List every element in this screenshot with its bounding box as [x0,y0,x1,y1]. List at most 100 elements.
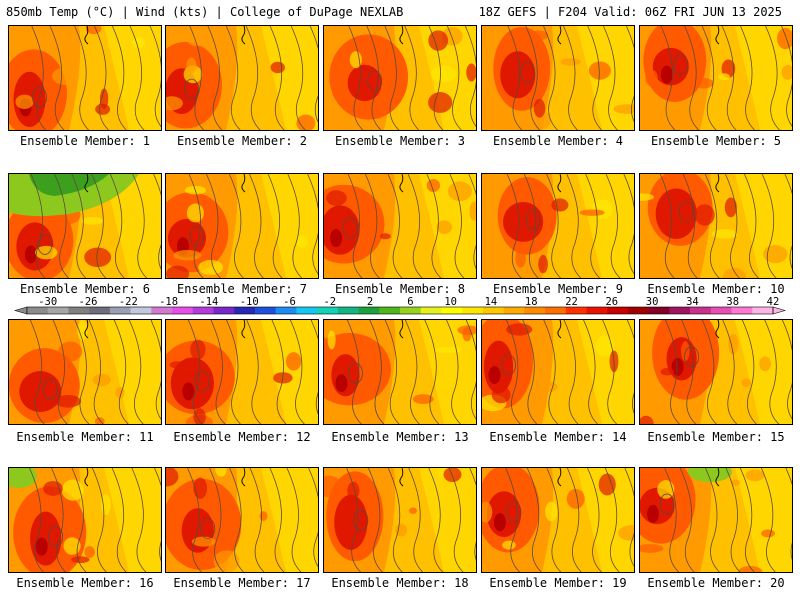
temperature-field-map [640,174,792,278]
colorbar-swatch [317,307,339,314]
colorbar-swatch [47,307,69,314]
colorbar-swatch [420,307,442,314]
ensemble-member-label: Ensemble Member: 7 [176,282,308,296]
temperature-field-map [482,468,634,572]
ensemble-member-label: Ensemble Member: 16 [16,576,154,590]
colorbar-swatch [213,307,235,314]
ensemble-member-map [481,467,635,573]
ensemble-member-map [639,173,793,279]
ensemble-member-map [165,467,319,573]
colorbar-swatch [752,307,774,314]
ensemble-member-label: Ensemble Member: 11 [16,430,154,444]
ensemble-member-label: Ensemble Member: 2 [176,134,308,148]
temperature-field-map [324,26,476,130]
ensemble-member-label: Ensemble Member: 20 [647,576,785,590]
ensemble-member-label: Ensemble Member: 12 [173,430,311,444]
colorbar-tick-label: -2 [323,296,336,308]
temperature-field-map [482,320,634,424]
ensemble-member-map [8,173,162,279]
temperature-field-map [166,468,318,572]
colorbar-swatch [109,307,131,314]
colorbar-tick-label: 30 [646,296,659,308]
colorbar-tick-label: 18 [525,296,538,308]
ensemble-member-map [481,173,635,279]
temperature-field-map [640,320,792,424]
ensemble-member-label: Ensemble Member: 1 [19,134,151,148]
colorbar-swatch [648,307,670,314]
colorbar-swatch [192,307,214,314]
colorbar-swatch [400,307,422,314]
colorbar-swatch [130,307,152,314]
ensemble-member-map [323,25,477,131]
colorbar-swatch [690,307,712,314]
colorbar-swatch [358,307,380,314]
colorbar-swatch [68,307,90,314]
colorbar-swatch [565,307,587,314]
colorbar-swatch [482,307,504,314]
ensemble-member-label: Ensemble Member: 9 [492,282,624,296]
ensemble-member-label: Ensemble Member: 8 [334,282,466,296]
ensemble-member-label: Ensemble Member: 5 [650,134,782,148]
colorbar-swatch [524,307,546,314]
ensemble-member-label: Ensemble Member: 3 [334,134,466,148]
colorbar-swatch [172,307,194,314]
ensemble-member-map [639,25,793,131]
colorbar-tick-label: 42 [767,296,780,308]
colorbar-swatch [545,307,567,314]
colorbar-max-arrow [772,306,787,315]
colorbar-tick-label: 26 [605,296,618,308]
temperature-field-map [9,320,161,424]
ensemble-member-map [8,467,162,573]
ensemble-member-label: Ensemble Member: 13 [331,430,469,444]
temperature-field-map [482,174,634,278]
colorbar-swatch [275,307,297,314]
colorbar-swatch [27,307,49,314]
colorbar-tick-label: 14 [485,296,498,308]
colorbar-swatch [731,307,753,314]
colorbar-swatch [503,307,525,314]
colorbar-swatch [234,307,256,314]
ensemble-member-map [639,467,793,573]
ensemble-member-map [165,173,319,279]
colorbar-swatch [89,307,111,314]
colorbar-tick-label: 10 [444,296,457,308]
ensemble-member-label: Ensemble Member: 15 [647,430,785,444]
temperature-field-map [324,320,476,424]
temperature-field-map [166,26,318,130]
colorbar-swatch [710,307,732,314]
ensemble-member-map [323,173,477,279]
map-title: 850mb Temp (°C) | Wind (kts) | College o… [6,5,404,19]
ensemble-member-map [481,25,635,131]
temperature-field-map [166,174,318,278]
colorbar-tick-label: 2 [367,296,373,308]
temperature-field-map [324,468,476,572]
ensemble-member-map [8,319,162,425]
temperature-field-map [640,468,792,572]
ensemble-member-label: Ensemble Member: 17 [173,576,311,590]
temperature-field-map [166,320,318,424]
colorbar-swatch [379,307,401,314]
ensemble-member-map [165,25,319,131]
ensemble-member-label: Ensemble Member: 10 [647,282,785,296]
colorbar-tick-label: -22 [119,296,138,308]
colorbar-swatch [151,307,173,314]
temperature-field-map [640,26,792,130]
colorbar-tick-label: -10 [240,296,259,308]
temperature-colorbar: -30 -26 -22 -18 -14 -10 -6 -2 2 6 10 14 18 22 26 30 34 38… [13,296,787,318]
temperature-field-map [482,26,634,130]
colorbar-tick-label: -6 [283,296,296,308]
ensemble-member-map [323,467,477,573]
colorbar-tick-label: -26 [79,296,98,308]
colorbar-tick-label: 34 [686,296,699,308]
temperature-field-map [9,26,161,130]
model-run-info: 18Z GEFS | F204 Valid: 06Z FRI JUN 13 20… [478,5,782,19]
ensemble-member-map [481,319,635,425]
colorbar-swatch [254,307,276,314]
ensemble-member-label: Ensemble Member: 18 [331,576,469,590]
colorbar-tick-label: 22 [565,296,578,308]
colorbar-tick-label: 38 [726,296,739,308]
colorbar-swatch [296,307,318,314]
colorbar-swatch [586,307,608,314]
colorbar-tick-label: -18 [159,296,178,308]
ensemble-member-label: Ensemble Member: 4 [492,134,624,148]
